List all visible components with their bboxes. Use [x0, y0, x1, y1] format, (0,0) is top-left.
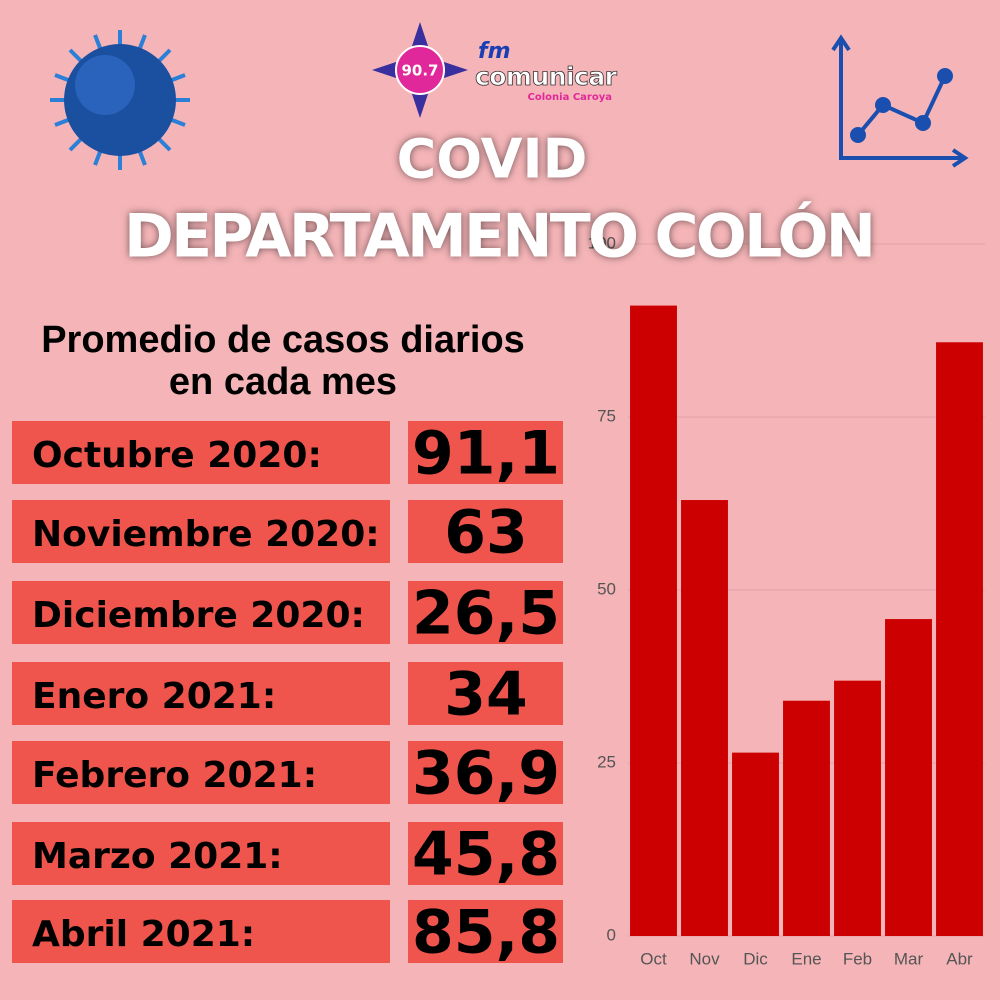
- subtitle-line: Promedio de casos diarios: [41, 319, 525, 361]
- y-tick-label: 25: [597, 752, 616, 771]
- row-value: 63: [444, 498, 528, 568]
- row-value: 45,8: [412, 820, 560, 890]
- value-box: [408, 900, 563, 963]
- label-box: [12, 421, 390, 484]
- label-box: [12, 662, 390, 725]
- row-label: Marzo 2021:: [32, 836, 283, 877]
- bar: [681, 500, 728, 936]
- logo: 90.7 fm comunicar Colonia Caroya: [372, 22, 618, 118]
- x-tick-label: Feb: [843, 949, 872, 968]
- x-tick-label: Ene: [791, 949, 821, 968]
- row-label: Noviembre 2020:: [32, 514, 380, 555]
- x-tick-label: Dic: [743, 949, 768, 968]
- row-value: 34: [444, 660, 528, 730]
- label-box: [12, 822, 390, 885]
- value-box: [408, 662, 563, 725]
- x-tick-label: Abr: [946, 949, 973, 968]
- subtitle-line: en cada mes: [169, 361, 397, 403]
- row-value: 85,8: [412, 898, 560, 968]
- bar: [885, 619, 932, 936]
- chart-icon: [831, 34, 969, 168]
- bar: [732, 752, 779, 936]
- value-box: [408, 421, 563, 484]
- row-label: Octubre 2020:: [32, 435, 322, 476]
- x-tick-label: Nov: [689, 949, 720, 968]
- label-box: [12, 581, 390, 644]
- y-tick-label: 75: [597, 406, 616, 425]
- value-box: [408, 581, 563, 644]
- virus-icon: [50, 30, 190, 170]
- title-line: DEPARTAMENTO COLÓN: [124, 201, 876, 272]
- bar: [936, 342, 983, 936]
- row-value: 26,5: [412, 579, 560, 649]
- label-box: [12, 500, 390, 563]
- bar: [783, 700, 830, 936]
- label-box: [12, 741, 390, 804]
- row-value: 91,1: [412, 419, 560, 489]
- y-tick-label: 0: [607, 925, 616, 944]
- row-label: Diciembre 2020:: [32, 595, 365, 636]
- row-label: Febrero 2021:: [32, 755, 317, 796]
- value-box: [408, 500, 563, 563]
- title-line: COVID: [397, 128, 588, 191]
- row-value: 36,9: [412, 739, 560, 809]
- y-tick-label: 50: [597, 579, 616, 598]
- x-tick-label: Oct: [640, 949, 667, 968]
- y-tick-label: 100: [588, 233, 616, 252]
- logo-brand: comunicar: [475, 62, 618, 91]
- row-label: Enero 2021:: [32, 676, 276, 717]
- value-box: [408, 741, 563, 804]
- logo-location: Colonia Caroya: [528, 92, 612, 103]
- logo-prefix: fm: [478, 39, 511, 64]
- logo-frequency: 90.7: [401, 62, 438, 80]
- value-box: [408, 822, 563, 885]
- bar: [630, 305, 677, 936]
- bar: [834, 680, 881, 936]
- label-box: [12, 900, 390, 963]
- row-label: Abril 2021:: [32, 914, 255, 955]
- x-tick-label: Mar: [894, 949, 924, 968]
